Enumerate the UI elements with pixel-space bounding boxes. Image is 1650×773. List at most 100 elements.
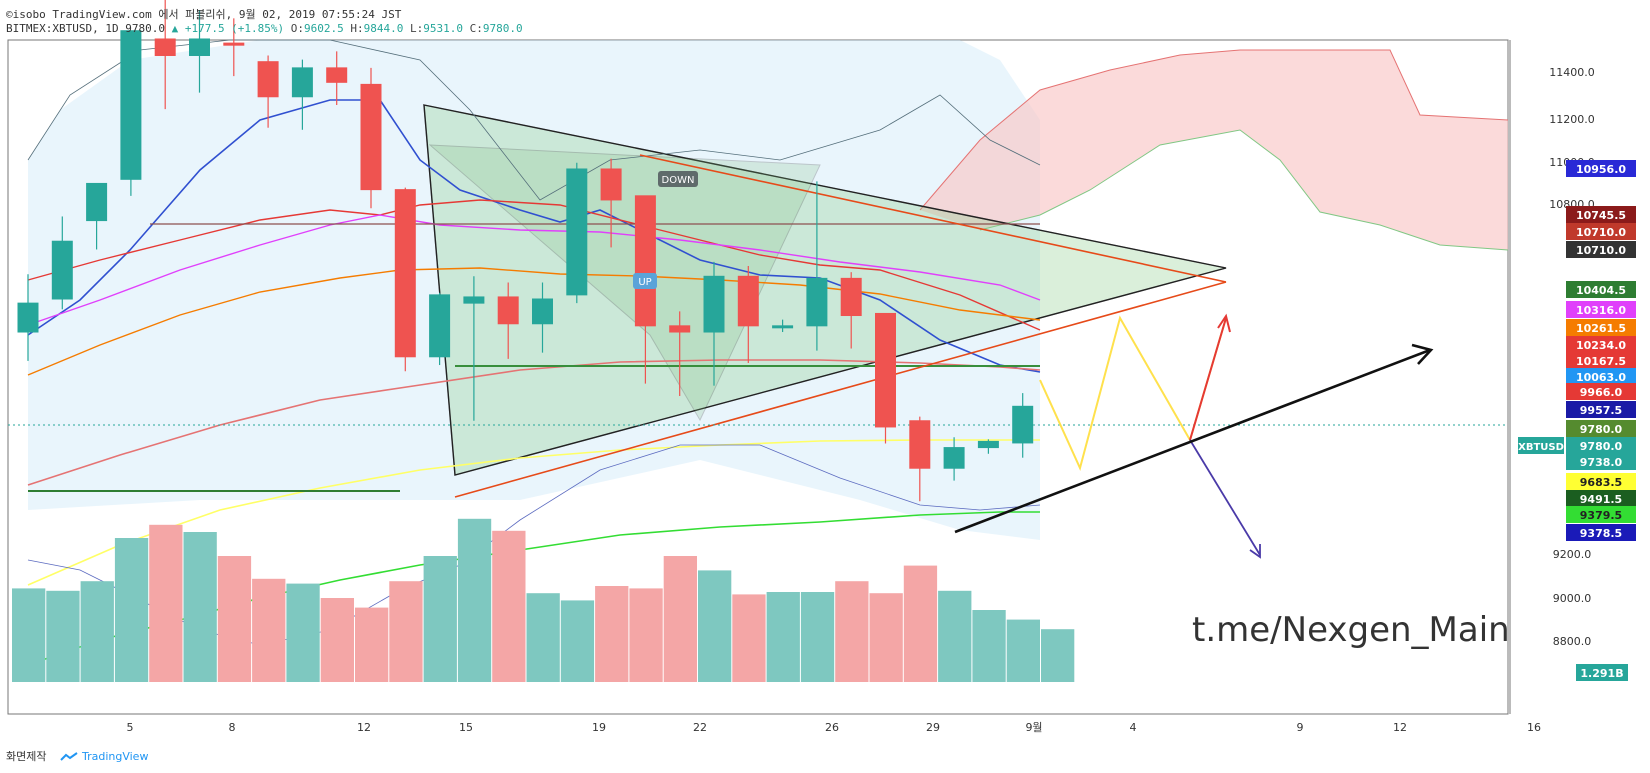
footer: 화면제작 TradingView <box>6 748 148 764</box>
arrow-head-red <box>1217 313 1231 333</box>
price-label: 10710.0 <box>1576 226 1626 239</box>
footer-label: 화면제작 <box>6 750 47 763</box>
candle-body <box>669 325 691 333</box>
candle-body <box>600 168 622 201</box>
cloud-upper-line <box>919 49 1509 211</box>
candle-body <box>875 312 896 428</box>
volume-bar <box>732 594 766 682</box>
candle-body <box>840 277 862 317</box>
volume-bar <box>355 607 389 682</box>
price-label-box <box>1566 223 1636 240</box>
upper-trend-red <box>639 154 1227 283</box>
triangle-outline <box>423 104 1227 476</box>
y-tick-label: 11200.0 <box>1549 113 1595 126</box>
projection-red <box>1189 317 1227 441</box>
up-marker <box>633 273 657 289</box>
volume-bar <box>835 581 869 682</box>
volume-bar <box>320 598 354 682</box>
candle-body <box>532 298 553 325</box>
cloud-lower-line <box>979 129 1509 251</box>
ma-yellow <box>27 439 1040 586</box>
down-marker-label: DOWN <box>662 175 695 186</box>
candle-body <box>291 67 313 98</box>
watermark-text: t.me/Nexgen_Main <box>1192 610 1510 650</box>
volume-bar <box>217 556 252 682</box>
candle-body <box>703 275 725 333</box>
low-value: 9531.0 <box>423 22 464 35</box>
ma-magenta <box>27 214 1041 326</box>
symbol-tag-box <box>1518 437 1564 454</box>
candle-body <box>17 302 39 333</box>
x-tick-label: 16 <box>1527 721 1541 734</box>
candle-body <box>51 240 73 300</box>
price-label: 10956.0 <box>1576 163 1626 176</box>
change-value: +177.5 (+1.85%) <box>184 22 285 35</box>
price-label: 10745.5 <box>1576 209 1626 222</box>
candle-body <box>943 447 965 469</box>
volume-bar <box>252 578 286 682</box>
volume-bar <box>526 593 560 682</box>
price-label-box <box>1566 368 1636 385</box>
price-label-box <box>1566 352 1636 369</box>
price-label: 9378.5 <box>1580 527 1622 540</box>
change-up-icon: ▲ <box>171 22 179 35</box>
x-tick-label: 19 <box>592 721 606 734</box>
price-label-box <box>1566 437 1636 454</box>
volume-bar <box>183 532 217 682</box>
candle-body <box>360 83 382 191</box>
volume-bar <box>698 570 732 682</box>
candle-body <box>566 168 588 296</box>
candle-body <box>497 296 519 325</box>
y-tick-label: 11400.0 <box>1549 66 1595 79</box>
x-tick-label: 9 <box>1297 721 1304 734</box>
tradingview-brand: TradingView <box>60 750 148 763</box>
publish-info: ©isobo TradingView.com 에서 퍼블리쉬, 9월 02, 2… <box>6 8 402 21</box>
ma-orange <box>27 267 1041 376</box>
symbol-info: BITMEX:XBTUSD, 1D 9780.0 ▲ +177.5 (+1.85… <box>6 22 523 35</box>
x-tick-label: 26 <box>825 721 839 734</box>
candle-body <box>120 30 142 180</box>
volume-bar <box>869 593 903 682</box>
price-label-box <box>1566 490 1636 507</box>
volume-bar <box>46 590 80 682</box>
tradingview-logo-icon <box>60 752 78 761</box>
volume-bar <box>389 581 423 682</box>
price-label: 10234.0 <box>1576 339 1626 352</box>
arrow-head-purple <box>1249 544 1261 559</box>
candle-body <box>634 195 656 327</box>
price-label: 10261.5 <box>1576 322 1626 335</box>
price-label: 9379.5 <box>1580 509 1622 522</box>
symbol-label: BITMEX:XBTUSD, 1D 9780.0 <box>6 22 165 35</box>
price-label: 9491.5 <box>1580 493 1622 506</box>
candle-body <box>1012 405 1034 444</box>
x-tick-label: 5 <box>127 721 134 734</box>
open-value: 9602.5 <box>304 22 344 35</box>
volume-bar <box>663 556 697 682</box>
candle-body <box>806 277 828 327</box>
candle-body <box>154 38 176 56</box>
trend-arrow-black <box>954 348 1431 534</box>
candle-body <box>977 440 999 449</box>
price-label-box <box>1566 401 1636 418</box>
lower-trend-red <box>454 281 1227 498</box>
symbol-tag-label: XBTUSD <box>1518 442 1564 453</box>
high-label: H: <box>350 22 364 35</box>
candle-body <box>189 38 210 56</box>
tradingview-brand-label: TradingView <box>81 750 149 763</box>
volume-bar <box>149 524 183 682</box>
candle-body <box>257 61 279 98</box>
price-label-box <box>1566 506 1636 523</box>
price-label: 9780.0 <box>1580 423 1623 436</box>
candle-body <box>326 67 348 83</box>
volume-bar <box>800 592 835 682</box>
price-label: 10316.0 <box>1576 304 1626 317</box>
price-label: 10063.0 <box>1576 371 1626 384</box>
price-label-box <box>1566 319 1636 336</box>
x-tick-label: 12 <box>1393 721 1407 734</box>
bollinger-band <box>28 40 1040 540</box>
x-tick-label: 12 <box>357 721 371 734</box>
price-label-box <box>1566 281 1636 298</box>
volume-bar <box>938 590 972 682</box>
volume-bar <box>12 588 46 682</box>
